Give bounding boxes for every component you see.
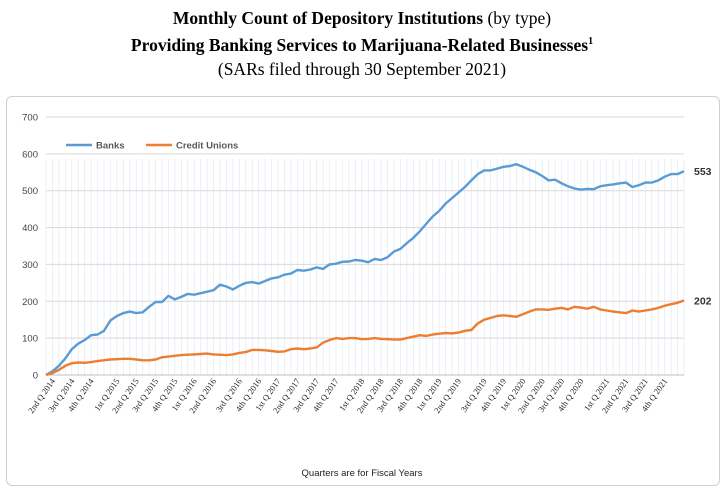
y-tick-label: 700	[22, 113, 38, 124]
y-tick-label: 0	[33, 371, 38, 382]
chart-title: Monthly Count of Depository Institutions…	[0, 6, 724, 30]
chart-title-bold: Monthly Count of Depository Institutions	[172, 8, 484, 28]
chart-subtitle-footnote-mark: 1	[588, 36, 594, 47]
chart-subtitle: Providing Banking Services to Marijuana-…	[0, 30, 724, 57]
y-tick-label: 300	[22, 260, 38, 271]
y-tick-label: 100	[22, 334, 38, 345]
legend-label: Banks	[96, 141, 125, 152]
chart-subtitle-text: Providing Banking Services to Marijuana-…	[130, 34, 589, 55]
end-value-label: 202	[694, 296, 712, 308]
y-tick-label: 500	[22, 186, 38, 197]
title-block: Monthly Count of Depository Institutions…	[0, 6, 724, 81]
chart-note: (SARs filed through 30 September 2021)	[217, 58, 507, 79]
y-tick-label: 400	[22, 223, 38, 234]
x-axis-caption: Quarters are for Fiscal Years	[301, 468, 423, 479]
y-tick-label: 200	[22, 297, 38, 308]
chart-area	[6, 96, 720, 486]
legend-label: Credit Unions	[176, 141, 238, 152]
end-value-label: 553	[694, 166, 712, 178]
chart-title-regular: (by type)	[483, 8, 552, 28]
series-line-credit-unions	[45, 299, 685, 377]
series-line-banks	[45, 163, 685, 377]
y-tick-label: 600	[22, 149, 38, 160]
